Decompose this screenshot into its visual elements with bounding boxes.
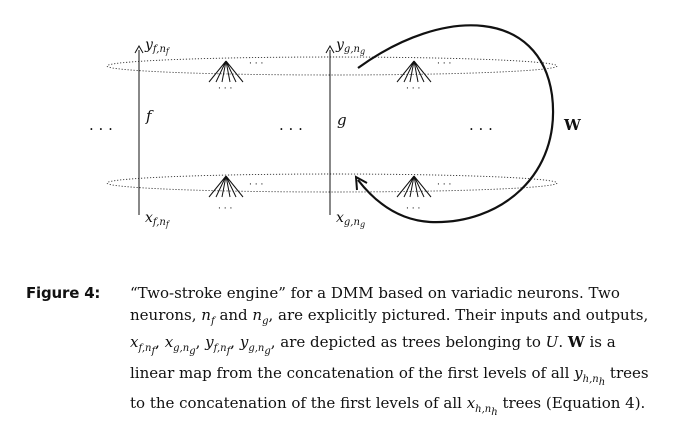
neuron-g-label: g bbox=[337, 111, 347, 129]
caption-label: Figure 4: bbox=[26, 284, 101, 302]
neuron-f-output-label: yf,nf bbox=[144, 37, 171, 56]
tree-bottom-g bbox=[396, 175, 432, 198]
svg-text:xf,nf: xf,nf bbox=[145, 210, 171, 229]
tree-top-g-dots-below: · · · bbox=[406, 84, 420, 94]
tree-top-f-dots-below: · · · bbox=[218, 84, 232, 94]
tree-top-g bbox=[396, 60, 432, 83]
ellipsis-middle: · · · bbox=[279, 120, 303, 138]
caption-body: “Two-stroke engine” for a DMM based on v… bbox=[130, 284, 649, 418]
svg-text:yf,nf: yf,nf bbox=[144, 37, 171, 56]
ellipsis-left: · · · bbox=[89, 120, 113, 138]
ellipsis-right: · · · bbox=[469, 120, 493, 138]
tree-top-g-dots-right: · · · bbox=[437, 59, 451, 69]
tree-bottom-f-dots-right: · · · bbox=[249, 180, 263, 190]
neuron-g-output-label: yg,ng bbox=[335, 37, 365, 56]
figure-diagram: · · · · · · · · · · · · · · · · · · · · … bbox=[89, 24, 582, 229]
map-label-w: W bbox=[563, 116, 582, 134]
tree-bottom-f bbox=[208, 175, 244, 198]
tree-bottom-g-dots-right: · · · bbox=[437, 180, 451, 190]
neuron-g-arrowhead bbox=[325, 44, 335, 54]
tree-bottom-g-dots-below: · · · bbox=[406, 204, 420, 214]
svg-text:yg,ng: yg,ng bbox=[335, 37, 365, 56]
figure-caption: Figure 4: “Two-stroke engine” for a DMM … bbox=[26, 283, 656, 424]
tree-bottom-f-dots-below: · · · bbox=[218, 204, 232, 214]
tree-top-f-dots-right: · · · bbox=[249, 59, 263, 69]
top-level-ellipse bbox=[106, 56, 558, 76]
w-map-arrow bbox=[357, 24, 555, 224]
svg-text:xg,ng: xg,ng bbox=[336, 210, 365, 229]
neuron-f-input-label: xf,nf bbox=[145, 210, 171, 229]
neuron-f-label: f bbox=[145, 107, 154, 125]
w-map-arrowhead bbox=[354, 175, 368, 191]
tree-top-f bbox=[208, 60, 244, 83]
bottom-level-ellipse bbox=[106, 173, 558, 193]
neuron-f-arrowhead bbox=[134, 44, 144, 54]
neuron-g-input-label: xg,ng bbox=[336, 210, 365, 229]
